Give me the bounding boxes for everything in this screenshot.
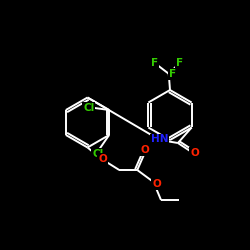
- Text: F: F: [169, 69, 176, 79]
- Text: O: O: [152, 179, 161, 189]
- Text: O: O: [98, 154, 107, 164]
- Text: F: F: [176, 58, 183, 68]
- Text: HN: HN: [151, 134, 169, 144]
- Text: F: F: [152, 58, 158, 68]
- Text: Cl: Cl: [92, 149, 104, 159]
- Text: Cl: Cl: [83, 102, 94, 113]
- Text: O: O: [190, 148, 199, 158]
- Text: O: O: [140, 145, 149, 155]
